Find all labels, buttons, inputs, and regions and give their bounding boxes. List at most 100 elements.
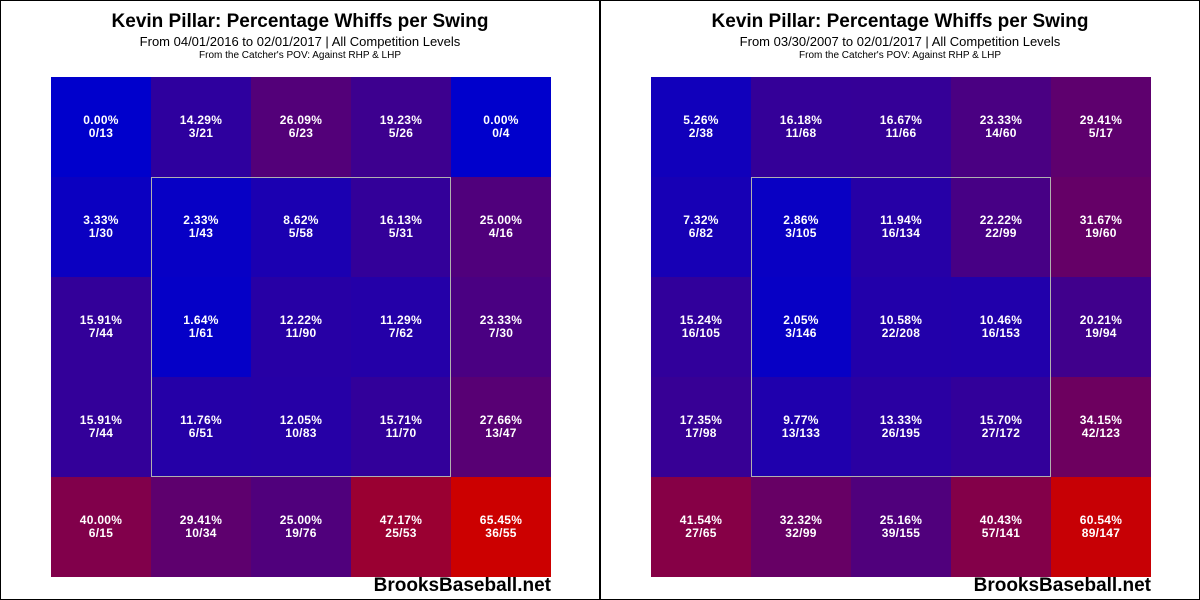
cell-percentage: 16.67%	[879, 113, 923, 127]
zone-cell: 65.45% 36/55	[451, 477, 551, 577]
chart-title: Kevin Pillar: Percentage Whiffs per Swin…	[711, 11, 1089, 32]
zone-cell: 10.58% 22/208	[851, 277, 951, 377]
cell-percentage: 19.23%	[379, 113, 423, 127]
cell-fraction: 7/44	[88, 426, 114, 440]
cell-fraction: 7/30	[488, 326, 514, 340]
zone-cell: 15.91% 7/44	[51, 377, 151, 477]
cell-fraction: 22/99	[985, 226, 1017, 240]
zone-cell: 14.29% 3/21	[151, 77, 251, 177]
cell-percentage: 20.21%	[1079, 313, 1123, 327]
cell-fraction: 19/60	[1085, 226, 1117, 240]
cell-fraction: 89/147	[1081, 526, 1121, 540]
zone-cell: 34.15% 42/123	[1051, 377, 1151, 477]
cell-fraction: 6/15	[88, 526, 114, 540]
cell-percentage: 29.41%	[179, 513, 223, 527]
cell-percentage: 9.77%	[783, 413, 819, 427]
zone-cell: 41.54% 27/65	[651, 477, 751, 577]
chart-subtitle: From 03/30/2007 to 02/01/2017 | All Comp…	[739, 34, 1061, 49]
zone-cell: 11.29% 7/62	[351, 277, 451, 377]
cell-fraction: 14/60	[985, 126, 1017, 140]
zone-cell: 15.70% 27/172	[951, 377, 1051, 477]
cell-fraction: 11/90	[285, 326, 317, 340]
cell-fraction: 1/30	[88, 226, 114, 240]
heatmap-panel-career: Kevin Pillar: Percentage Whiffs per Swin…	[600, 0, 1200, 600]
zone-cell: 25.16% 39/155	[851, 477, 951, 577]
cell-percentage: 16.13%	[379, 213, 423, 227]
zone-cell: 40.43% 57/141	[951, 477, 1051, 577]
cell-fraction: 13/133	[781, 426, 821, 440]
zone-cell: 26.09% 6/23	[251, 77, 351, 177]
heatmap-grid: 0.00% 0/13 14.29% 3/21 26.09% 6/23 19.23% 5/26 0…	[51, 77, 551, 577]
cell-fraction: 16/153	[981, 326, 1021, 340]
cell-fraction: 5/58	[288, 226, 314, 240]
zone-cell: 16.13% 5/31	[351, 177, 451, 277]
cell-fraction: 5/31	[388, 226, 414, 240]
cell-fraction: 16/134	[881, 226, 921, 240]
cell-percentage: 1.64%	[183, 313, 219, 327]
cell-percentage: 25.00%	[279, 513, 323, 527]
zone-cell: 23.33% 14/60	[951, 77, 1051, 177]
zone-cell: 32.32% 32/99	[751, 477, 851, 577]
chart-caption: From the Catcher's POV: Against RHP & LH…	[799, 50, 1001, 61]
zone-cell: 31.67% 19/60	[1051, 177, 1151, 277]
cell-fraction: 3/146	[785, 326, 817, 340]
cell-percentage: 14.29%	[179, 113, 223, 127]
cell-percentage: 11.29%	[380, 313, 422, 327]
cell-fraction: 1/43	[188, 226, 214, 240]
cell-percentage: 22.22%	[979, 213, 1023, 227]
zone-cell: 29.41% 10/34	[151, 477, 251, 577]
cell-fraction: 27/65	[685, 526, 717, 540]
zone-cell: 13.33% 26/195	[851, 377, 951, 477]
zone-cell: 29.41% 5/17	[1051, 77, 1151, 177]
cell-percentage: 10.46%	[979, 313, 1023, 327]
cell-percentage: 15.70%	[979, 413, 1023, 427]
cell-percentage: 12.22%	[279, 313, 323, 327]
cell-fraction: 10/34	[185, 526, 217, 540]
cell-fraction: 0/4	[492, 126, 510, 140]
cell-percentage: 17.35%	[679, 413, 723, 427]
zone-cell: 19.23% 5/26	[351, 77, 451, 177]
cell-percentage: 25.00%	[479, 213, 523, 227]
cell-fraction: 7/44	[88, 326, 114, 340]
cell-percentage: 65.45%	[479, 513, 523, 527]
cell-percentage: 2.33%	[183, 213, 219, 227]
cell-fraction: 7/62	[388, 326, 414, 340]
zone-cell: 47.17% 25/53	[351, 477, 451, 577]
cell-percentage: 40.00%	[79, 513, 123, 527]
cell-percentage: 15.71%	[379, 413, 423, 427]
cell-percentage: 12.05%	[279, 413, 323, 427]
cell-percentage: 26.09%	[279, 113, 323, 127]
cell-fraction: 19/94	[1085, 326, 1117, 340]
cell-fraction: 6/82	[688, 226, 714, 240]
cell-fraction: 5/17	[1088, 126, 1114, 140]
cell-fraction: 6/51	[188, 426, 214, 440]
cell-percentage: 15.91%	[79, 413, 123, 427]
zone-cell: 8.62% 5/58	[251, 177, 351, 277]
zone-cell: 22.22% 22/99	[951, 177, 1051, 277]
zone-cell: 9.77% 13/133	[751, 377, 851, 477]
cell-fraction: 16/105	[681, 326, 721, 340]
cell-fraction: 10/83	[285, 426, 317, 440]
cell-fraction: 13/47	[485, 426, 517, 440]
zone-cell: 16.18% 11/68	[751, 77, 851, 177]
cell-fraction: 22/208	[881, 326, 921, 340]
cell-percentage: 16.18%	[779, 113, 823, 127]
cell-percentage: 29.41%	[1079, 113, 1123, 127]
cell-fraction: 4/16	[488, 226, 514, 240]
cell-fraction: 19/76	[285, 526, 317, 540]
cell-fraction: 32/99	[785, 526, 817, 540]
cell-percentage: 10.58%	[879, 313, 923, 327]
cell-percentage: 32.32%	[779, 513, 823, 527]
cell-percentage: 34.15%	[1079, 413, 1123, 427]
cell-percentage: 47.17%	[379, 513, 423, 527]
cell-percentage: 13.33%	[879, 413, 923, 427]
cell-fraction: 36/55	[485, 526, 517, 540]
cell-percentage: 40.43%	[979, 513, 1023, 527]
zone-cell: 1.64% 1/61	[151, 277, 251, 377]
watermark: BrooksBaseball.net	[373, 575, 551, 596]
zone-cell: 16.67% 11/66	[851, 77, 951, 177]
cell-fraction: 11/66	[885, 126, 917, 140]
cell-percentage: 2.86%	[783, 213, 819, 227]
zone-cell: 5.26% 2/38	[651, 77, 751, 177]
zone-cell: 15.71% 11/70	[351, 377, 451, 477]
